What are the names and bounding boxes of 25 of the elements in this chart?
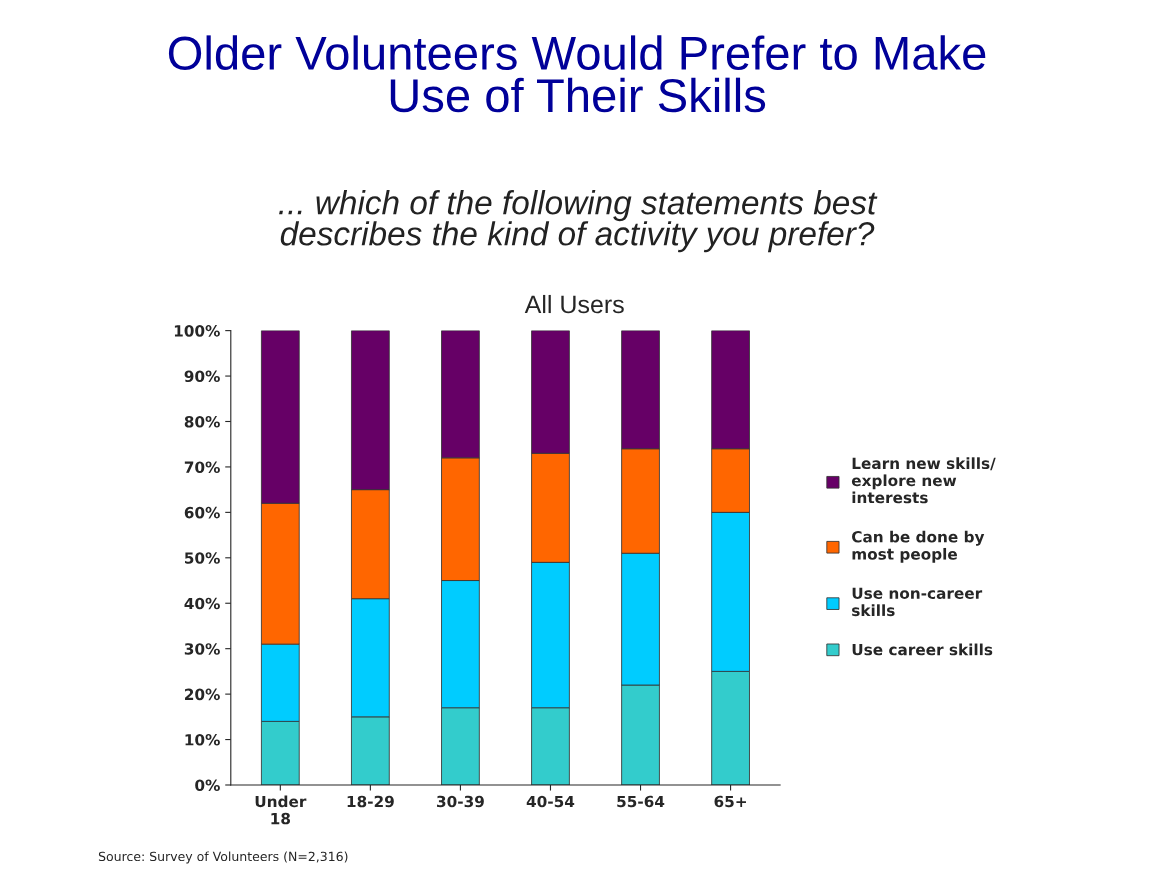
y-tick-label: 10% [185,734,220,746]
y-tick-label: 20% [185,688,220,701]
x-tick-label: 40-54 [526,795,575,808]
x-tick-label: 65+ [714,795,746,808]
legend-label: Use career skills [852,643,993,656]
y-tick-label: 70% [184,461,220,473]
legend-label: Use non-career skills [852,587,983,617]
legend-label: Learn new skills/ explore new interests [851,457,996,504]
source-note: Source: Survey of Volunteers (N=2,316) [98,851,348,864]
chart-subtitle: ... which of the following statements best describes the kind of activity you prefer? [279,190,878,253]
x-tick-label: 18-29 [347,795,394,808]
y-tick-label: 50% [184,552,220,564]
x-tick-label: Under 18 [255,795,307,825]
chart-title: Older Volunteers Would Prefer to Make Use of Their Skills [168,35,986,113]
y-tick-label: 30% [184,643,220,655]
y-tick-label: 0% [195,779,220,792]
legend-label: Can be done by most people [852,530,985,563]
x-tick-label: 30-39 [437,795,484,808]
x-tick-label: 55-64 [617,795,665,808]
y-tick-label: 80% [184,415,220,428]
y-tick-label: 60% [184,506,220,519]
y-tick-label: 90% [184,370,220,383]
y-tick-label: 100% [174,325,220,337]
text: All Users [524,294,624,314]
y-tick-label: 40% [184,597,220,610]
